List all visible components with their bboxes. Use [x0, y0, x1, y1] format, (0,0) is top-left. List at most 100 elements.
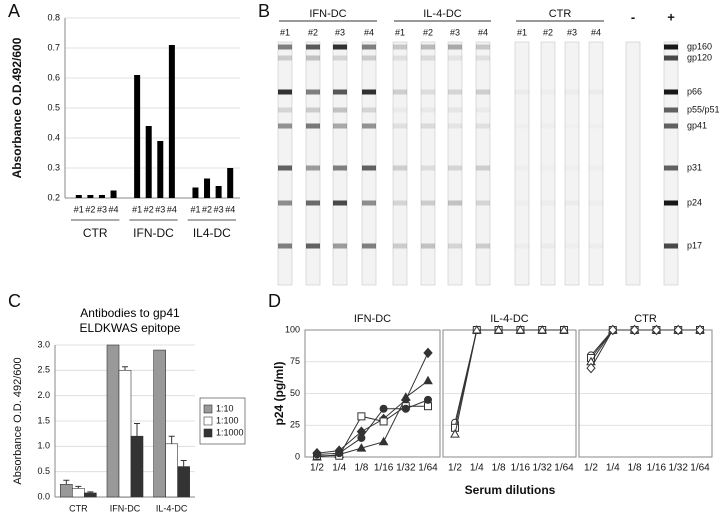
blot-band	[448, 123, 462, 129]
series-line	[454, 329, 564, 428]
blot-band	[333, 89, 347, 95]
marker	[559, 324, 569, 334]
marker	[608, 324, 618, 336]
y-tick-label: 50	[290, 388, 300, 398]
blot-group-label: IFN-DC	[309, 8, 346, 20]
bar	[168, 45, 175, 198]
blot-band	[664, 89, 678, 95]
title-box: Antibodies to gp41 ELDKWAS epitope	[80, 306, 181, 335]
blot-band	[565, 90, 579, 95]
legend-swatch	[203, 404, 213, 414]
y-tick-label: 0.6	[47, 72, 60, 82]
blot-band	[393, 89, 407, 95]
y-axis-label: Absorbance O.D. 492/600	[12, 357, 24, 484]
blot-band	[565, 166, 579, 171]
error-bar	[180, 460, 187, 467]
blot-band	[306, 243, 320, 249]
error-bar	[122, 366, 128, 371]
blot-band	[421, 55, 435, 61]
x-tick-label: 1/64	[554, 463, 574, 474]
x-tick-label: #3	[97, 204, 107, 214]
chart-title: IL-4-DC	[490, 313, 529, 325]
y-tick-label: 25	[290, 420, 300, 430]
bar	[165, 443, 178, 498]
y-tick-label: 0.3	[47, 162, 60, 172]
series-line	[316, 352, 429, 454]
legend-swatch	[203, 428, 213, 438]
blot-band	[278, 243, 292, 249]
x-tick-label: #1	[74, 204, 84, 214]
x-tick-label: 1/32	[396, 463, 416, 474]
blot-band	[565, 201, 579, 206]
blot-band	[589, 166, 603, 171]
bar	[177, 466, 190, 498]
lane-label: #4	[478, 27, 488, 37]
blot-band	[664, 200, 678, 206]
blot-band	[664, 44, 678, 50]
lane-label: #1	[517, 27, 527, 37]
band-label: p66	[687, 86, 702, 96]
lane-label: #4	[364, 27, 374, 37]
blot-strip	[564, 41, 580, 286]
blot-strip	[475, 41, 491, 286]
blot-band	[278, 123, 292, 129]
blot-band	[515, 244, 529, 249]
lane-label: #2	[423, 27, 433, 37]
x-tick-label: 1/4	[470, 463, 484, 474]
marker	[651, 324, 662, 336]
blot-band	[278, 55, 292, 61]
bar	[75, 195, 82, 198]
error-bar	[134, 423, 140, 437]
blot-band	[278, 200, 292, 206]
blot-band	[362, 89, 376, 95]
y-axis-label: p24 (pg/ml)	[272, 361, 286, 425]
blot-band	[362, 165, 376, 171]
blot-strip	[514, 41, 530, 286]
marker	[357, 412, 366, 421]
blot-band	[664, 123, 678, 129]
x-tick-label: 1/16	[647, 463, 667, 474]
x-tick-label: #2	[144, 204, 154, 214]
blot-band	[278, 44, 292, 50]
marker	[335, 449, 344, 458]
blot-band	[393, 123, 407, 129]
blot-band	[565, 124, 579, 129]
blot-band	[278, 165, 292, 171]
marker	[423, 375, 433, 385]
x-tick-label: #1	[190, 204, 200, 214]
lane-label: #4	[591, 27, 601, 37]
marker	[450, 429, 460, 438]
y-tick-label: 2.0	[37, 390, 50, 400]
y-tick-label: 0.8	[47, 12, 60, 22]
error-bar	[87, 491, 94, 493]
y-tick-label: 0.7	[47, 42, 60, 52]
x-tick-label: #3	[214, 204, 224, 214]
y-tick-label: 0.5	[37, 466, 50, 476]
x-tick-label: #4	[225, 204, 235, 214]
band-label: p24	[687, 197, 702, 207]
blot-band	[448, 200, 462, 206]
series-line	[590, 329, 700, 356]
x-tick-label: 1/8	[492, 463, 506, 474]
bar	[72, 488, 85, 498]
blot-band	[393, 44, 407, 50]
blot-band	[306, 55, 320, 61]
y-tick-label: 0	[295, 451, 300, 461]
blot-band	[589, 124, 603, 129]
marker	[515, 324, 526, 334]
group-label: CTR	[83, 226, 108, 240]
blot-band	[541, 244, 555, 249]
chart-title: IFN-DC	[354, 313, 391, 325]
legend-label: 1:10	[216, 403, 234, 413]
blot-band	[421, 123, 435, 129]
y-tick-label: 0.4	[47, 132, 60, 142]
blot-band	[333, 44, 347, 50]
blot-band	[333, 165, 347, 171]
series-line	[454, 329, 564, 423]
blot-band	[448, 89, 462, 95]
blot-strip	[277, 41, 293, 286]
marker	[379, 417, 388, 426]
marker	[356, 443, 367, 452]
blot-band	[476, 55, 490, 61]
blot-band	[448, 243, 462, 249]
